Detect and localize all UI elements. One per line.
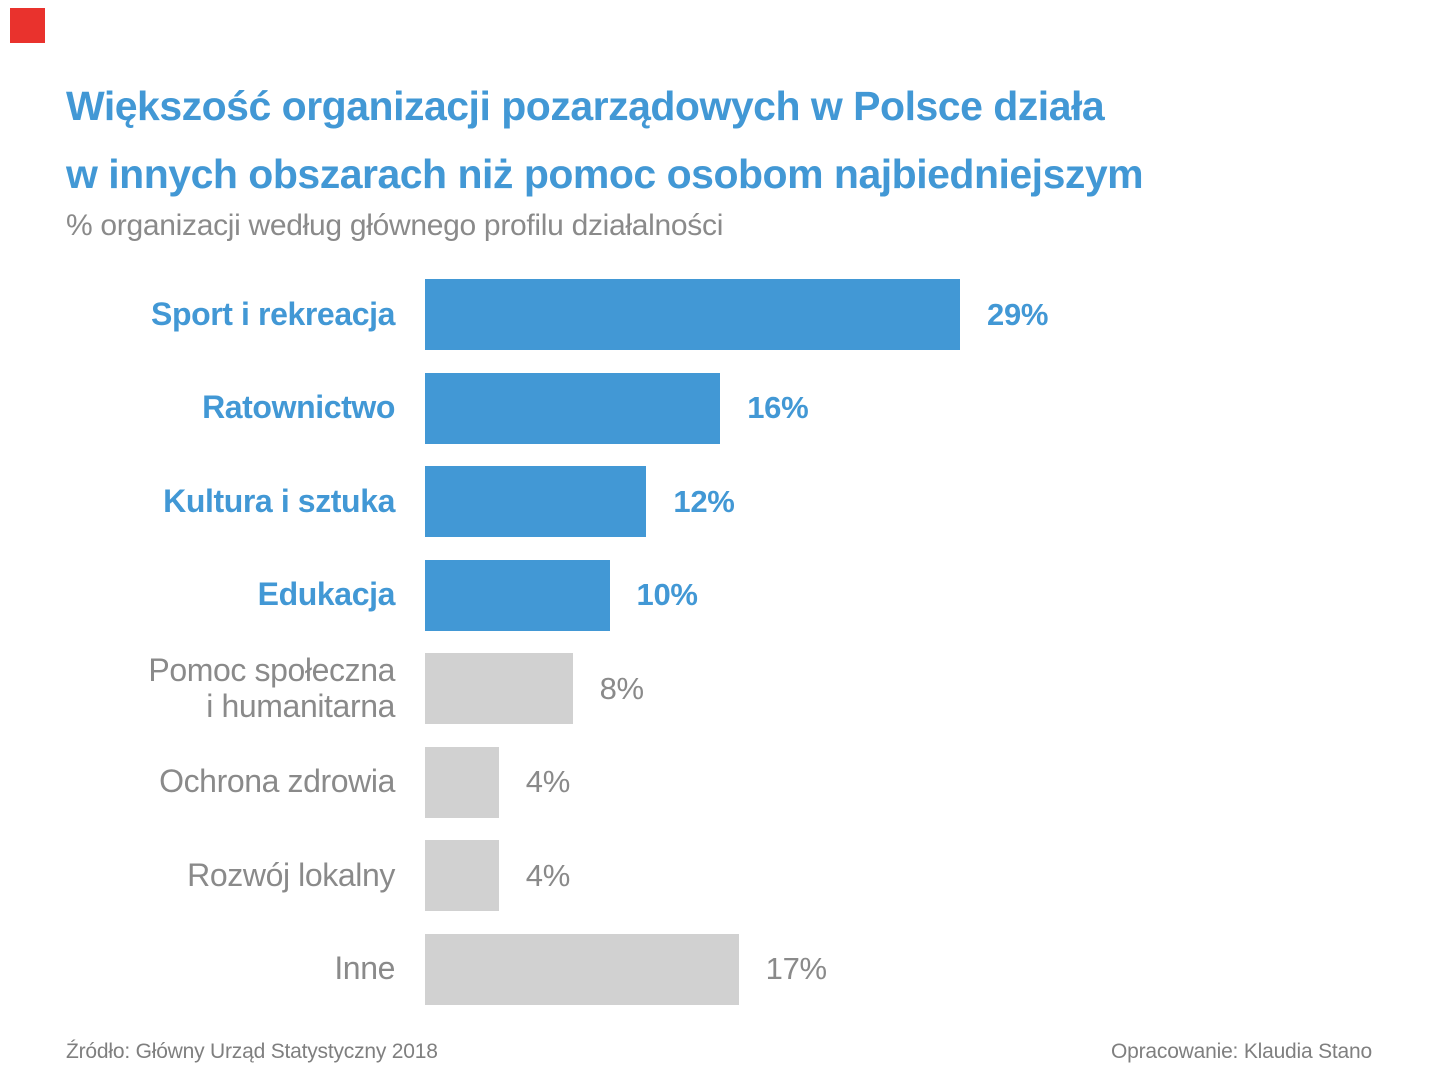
bar-category-label: Rozwój lokalny bbox=[187, 856, 395, 893]
bar-row: Edukacja 10% bbox=[66, 559, 1048, 631]
author-credit: Opracowanie: Klaudia Stano bbox=[1111, 1040, 1372, 1063]
bar-category-label: Ochrona zdrowia bbox=[159, 763, 395, 800]
bar-row: Ratownictwo 16% bbox=[66, 372, 1048, 444]
bar bbox=[425, 840, 499, 911]
title-line-2: w innych obszarach niż pomoc osobom najb… bbox=[66, 151, 1144, 197]
bar-value-label: 12% bbox=[673, 483, 735, 519]
bar bbox=[425, 559, 610, 631]
page-title: Większość organizacji pozarządowych w Po… bbox=[66, 72, 1386, 208]
bar-value-label: 29% bbox=[987, 296, 1049, 332]
bar-category-label: Inne bbox=[334, 950, 395, 987]
bar-category-label: Pomoc społeczna i humanitarna bbox=[148, 651, 395, 724]
bar bbox=[425, 372, 721, 444]
bar-value-label: 17% bbox=[765, 951, 827, 986]
bar-category-label: Sport i rekreacja bbox=[151, 295, 395, 332]
bar-value-label: 10% bbox=[636, 577, 698, 612]
bar-category-label: Edukacja bbox=[257, 576, 396, 613]
bar-value-label: 16% bbox=[747, 390, 809, 425]
bar bbox=[425, 933, 739, 1005]
bar-category-label: Kultura i sztuka bbox=[163, 482, 395, 519]
chart-subtitle: % organizacji według głównego profilu dz… bbox=[66, 209, 724, 242]
bar-row: Rozwój lokalny 4% bbox=[66, 840, 1048, 911]
bar bbox=[425, 653, 573, 724]
bar-row: Sport i rekreacja 29% bbox=[66, 279, 1049, 350]
bar bbox=[425, 279, 961, 350]
source-credit: Źródło: Główny Urząd Statystyczny 2018 bbox=[66, 1040, 438, 1063]
bar-value-label: 4% bbox=[525, 857, 571, 893]
bar-value-label: 8% bbox=[599, 670, 645, 706]
bar-chart: Sport i rekreacja 29% Ratownictwo 16% Kultur… bbox=[66, 279, 1049, 1005]
bar bbox=[425, 746, 499, 818]
bar-row: Pomoc społeczna i humanitarna 8% bbox=[66, 651, 1048, 724]
bar bbox=[425, 466, 647, 537]
bar-row: Kultura i sztuka 12% bbox=[66, 466, 1048, 537]
bar-row: Inne 17% bbox=[66, 933, 1048, 1005]
title-line-1: Większość organizacji pozarządowych w Po… bbox=[66, 83, 1105, 129]
bar-row: Ochrona zdrowia 4% bbox=[66, 746, 1048, 818]
bar-value-label: 4% bbox=[525, 764, 571, 799]
bar-category-label: Ratownictwo bbox=[202, 389, 395, 426]
red-square-marker bbox=[10, 8, 45, 43]
